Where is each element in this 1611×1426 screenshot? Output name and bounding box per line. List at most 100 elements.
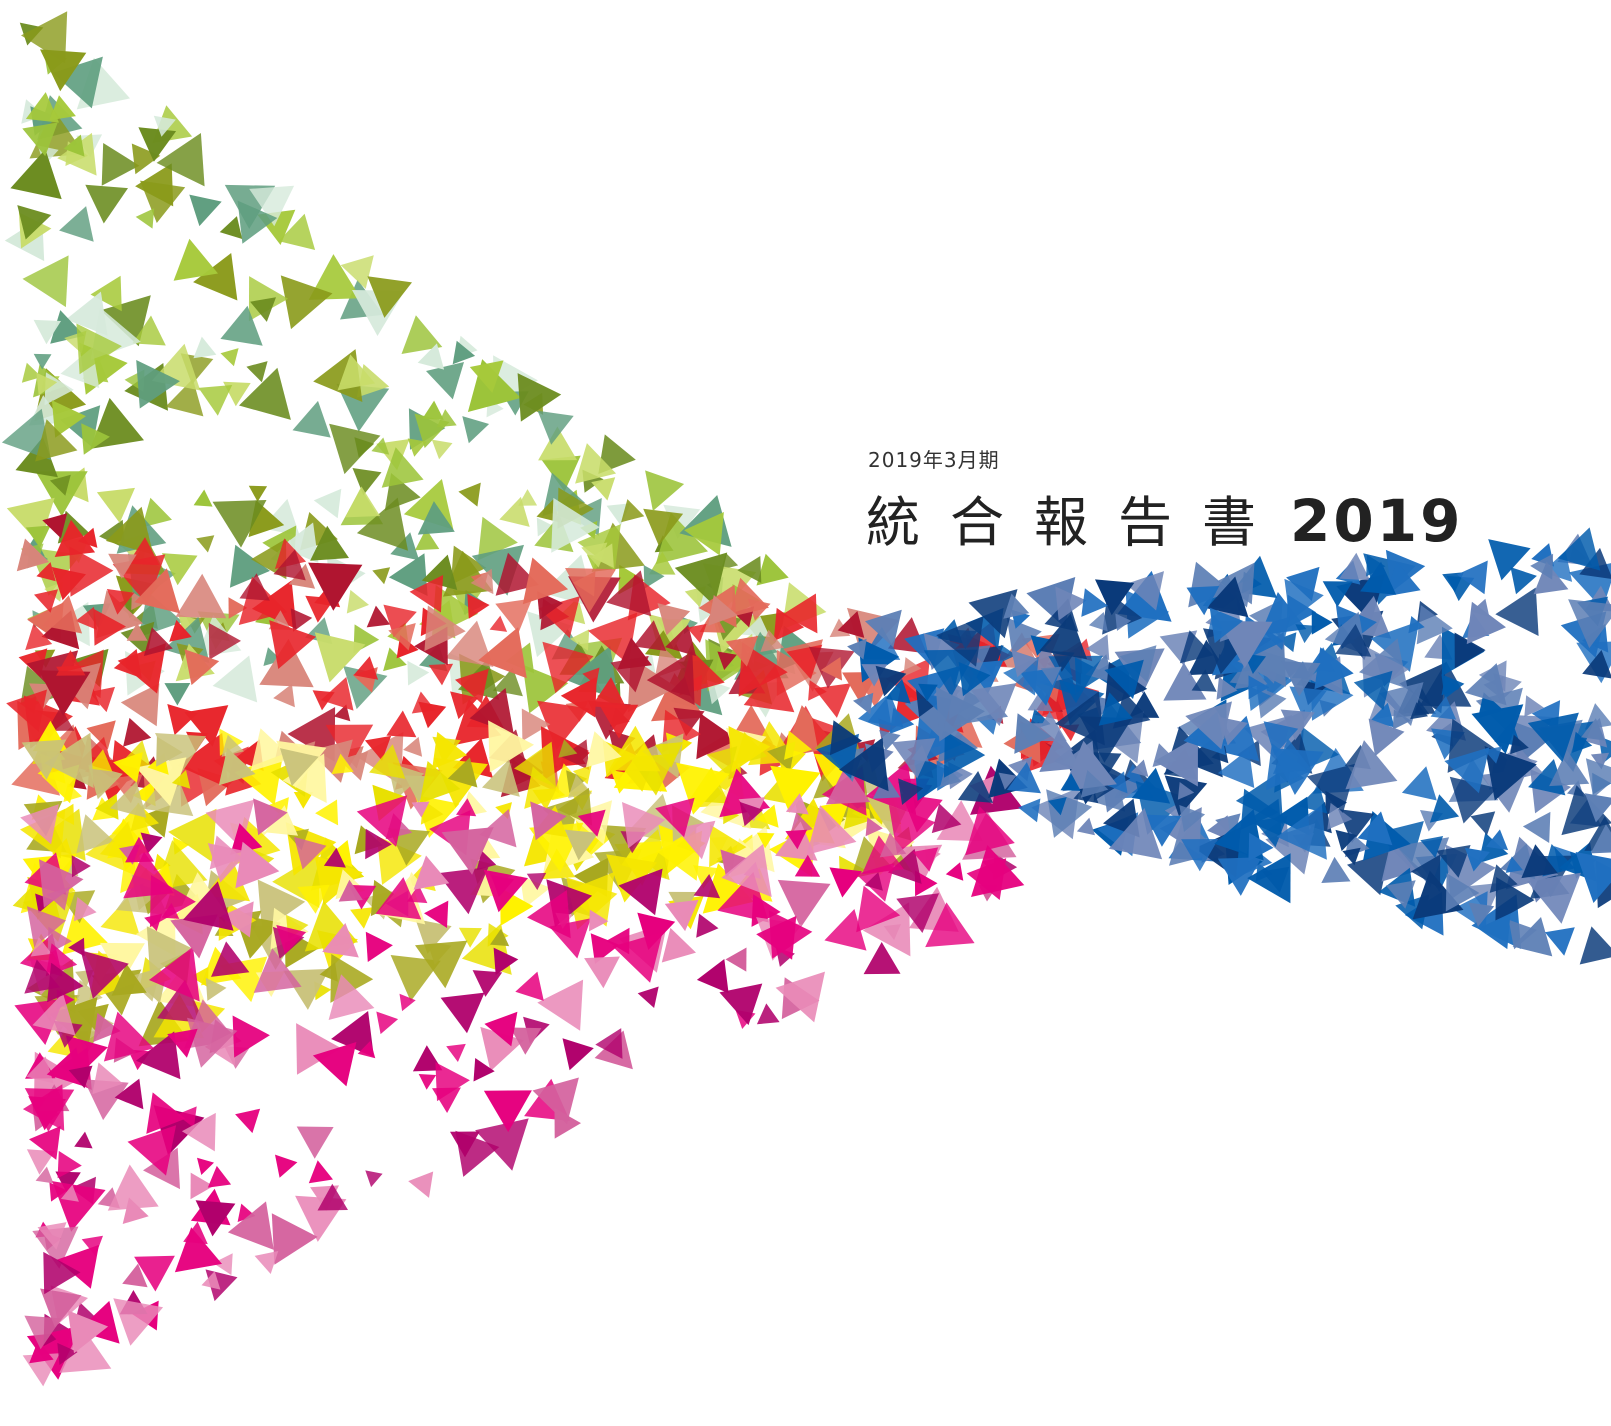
triangle bbox=[22, 122, 58, 157]
triangle bbox=[1342, 847, 1361, 866]
triangle bbox=[863, 942, 901, 975]
triangle bbox=[43, 1251, 81, 1295]
triangle bbox=[492, 667, 523, 697]
triangle bbox=[310, 525, 349, 561]
triangle bbox=[122, 1263, 148, 1288]
triangle bbox=[914, 753, 957, 801]
triangle bbox=[386, 710, 417, 738]
triangle bbox=[925, 902, 975, 948]
triangle bbox=[706, 746, 738, 778]
triangle bbox=[1366, 554, 1386, 577]
triangle bbox=[401, 315, 443, 354]
triangle bbox=[357, 1040, 376, 1059]
triangle bbox=[1306, 763, 1357, 813]
triangle bbox=[473, 1058, 495, 1082]
triangle bbox=[522, 557, 569, 605]
triangle bbox=[123, 717, 152, 747]
triangle bbox=[527, 890, 571, 939]
triangle bbox=[164, 683, 191, 706]
triangle bbox=[46, 707, 75, 731]
triangle bbox=[418, 1074, 437, 1090]
triangle bbox=[24, 1088, 75, 1132]
triangle bbox=[356, 497, 408, 551]
triangle bbox=[187, 1017, 238, 1068]
triangle bbox=[273, 683, 295, 708]
triangle bbox=[1528, 759, 1566, 796]
triangle bbox=[111, 774, 143, 804]
triangle bbox=[411, 801, 430, 818]
triangle bbox=[346, 589, 369, 614]
triangle bbox=[839, 737, 889, 792]
triangle bbox=[651, 673, 705, 722]
triangle bbox=[326, 840, 353, 868]
triangle bbox=[493, 947, 519, 975]
triangle bbox=[1003, 593, 1030, 619]
triangle bbox=[352, 468, 382, 496]
triangle bbox=[308, 1160, 333, 1184]
triangle bbox=[88, 749, 113, 772]
triangle bbox=[86, 720, 116, 750]
triangle bbox=[1280, 709, 1315, 741]
triangle bbox=[743, 664, 795, 713]
triangle bbox=[250, 297, 276, 322]
triangle bbox=[61, 909, 108, 955]
triangle bbox=[33, 353, 52, 370]
triangle bbox=[56, 650, 86, 676]
triangle bbox=[843, 801, 871, 830]
triangle bbox=[829, 720, 863, 756]
triangle bbox=[424, 605, 466, 652]
triangle bbox=[490, 928, 510, 947]
triangle bbox=[708, 595, 738, 626]
year: 2019 bbox=[1290, 487, 1464, 555]
triangle bbox=[1062, 740, 1117, 792]
triangle bbox=[93, 1012, 121, 1042]
triangle bbox=[581, 542, 608, 568]
triangle bbox=[1234, 658, 1268, 690]
triangle bbox=[643, 565, 665, 589]
triangle bbox=[728, 726, 771, 773]
triangle bbox=[24, 1315, 62, 1350]
triangle bbox=[365, 828, 392, 860]
triangle bbox=[125, 836, 155, 863]
triangle bbox=[383, 604, 417, 638]
triangle bbox=[820, 657, 842, 681]
triangle bbox=[89, 686, 115, 713]
triangle bbox=[189, 194, 222, 227]
triangle bbox=[693, 874, 721, 899]
triangle bbox=[889, 707, 915, 735]
triangle bbox=[153, 115, 176, 137]
triangle bbox=[536, 517, 554, 537]
triangle bbox=[313, 488, 342, 519]
triangle bbox=[55, 1171, 81, 1194]
triangle bbox=[1051, 651, 1075, 672]
triangle bbox=[958, 661, 991, 697]
triangle bbox=[353, 656, 379, 680]
triangle bbox=[220, 901, 254, 938]
triangle bbox=[127, 1125, 177, 1176]
triangle bbox=[264, 805, 299, 836]
triangle bbox=[1512, 917, 1553, 957]
triangle bbox=[68, 1065, 93, 1089]
triangle bbox=[1217, 748, 1255, 788]
triangle bbox=[532, 1077, 579, 1125]
triangle bbox=[560, 676, 597, 718]
triangle bbox=[1561, 785, 1611, 836]
triangle bbox=[725, 635, 759, 667]
triangle bbox=[208, 622, 241, 660]
triangle bbox=[107, 1164, 159, 1211]
triangle bbox=[253, 798, 288, 836]
triangle bbox=[458, 927, 482, 948]
triangle bbox=[537, 700, 590, 750]
triangle bbox=[1385, 880, 1416, 909]
triangle bbox=[183, 881, 234, 931]
triangle bbox=[40, 1288, 82, 1328]
triangle bbox=[936, 800, 983, 842]
triangle bbox=[146, 1092, 186, 1134]
triangle bbox=[1444, 747, 1490, 794]
triangle bbox=[254, 1251, 279, 1274]
triangle bbox=[589, 909, 609, 932]
triangle bbox=[585, 731, 622, 768]
triangle bbox=[290, 608, 313, 632]
triangle bbox=[1339, 552, 1371, 581]
triangle bbox=[826, 765, 870, 805]
